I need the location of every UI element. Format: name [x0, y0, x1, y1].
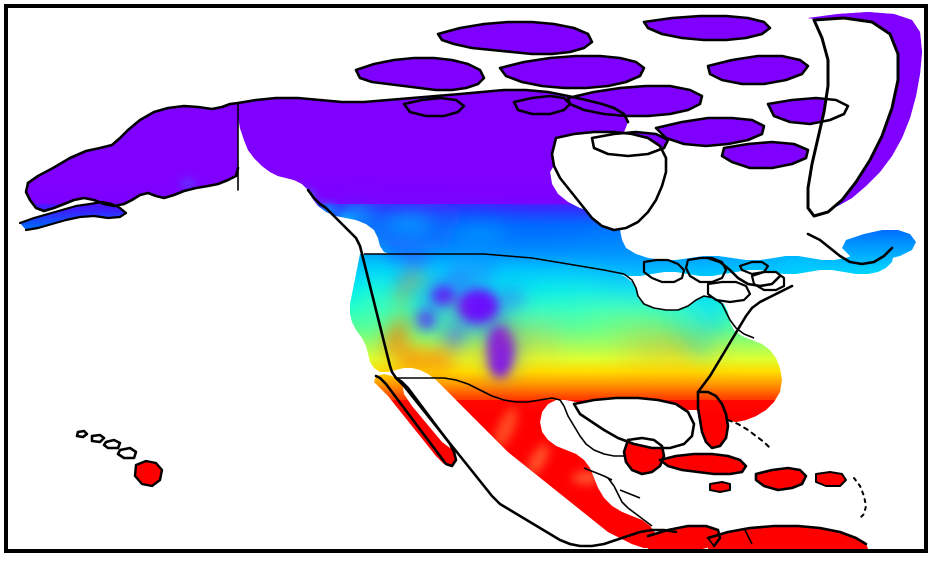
north-america-temperature-raster — [8, 8, 924, 549]
hudson-bay-nodata — [552, 132, 666, 230]
us-mexico-border — [396, 377, 565, 407]
gulf-of-mexico-nodata — [574, 398, 694, 448]
greenland-icesheet-nodata — [808, 18, 898, 216]
coastline-layer — [18, 14, 900, 548]
map-frame — [4, 4, 928, 553]
us-canada-border — [364, 253, 625, 275]
political-border-layer — [364, 253, 755, 547]
canada-cyan-accents — [340, 204, 824, 276]
